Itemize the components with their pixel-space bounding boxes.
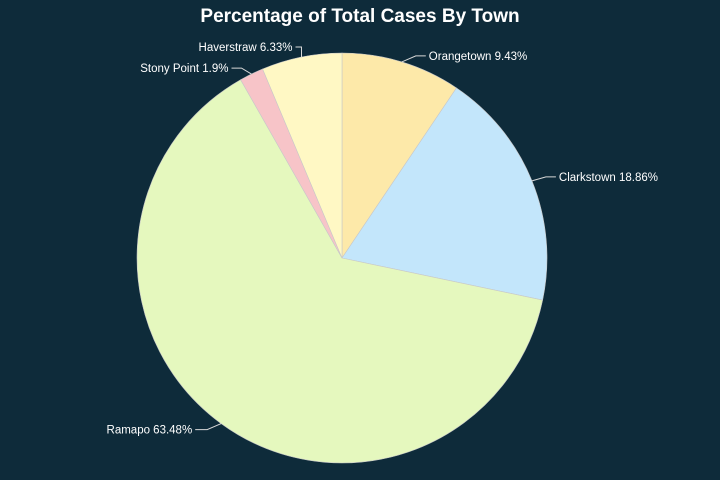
slice-label-stony-point: Stony Point 1.9% <box>140 63 228 75</box>
slice-label-orangetown: Orangetown 9.43% <box>429 51 527 63</box>
pie-slice-ramapo <box>136 79 543 464</box>
chart-title: Percentage of Total Cases By Town <box>200 6 520 27</box>
leader-line-haverstraw <box>295 46 302 57</box>
leader-line-orangetown <box>401 55 426 63</box>
pie-slice-clarkstown <box>341 87 548 301</box>
slice-label-ramapo: Ramapo 63.48% <box>107 425 193 437</box>
leader-line-stony-point <box>231 67 252 75</box>
pie-slice-haverstraw <box>262 52 343 259</box>
leader-line-ramapo <box>195 423 222 431</box>
leader-line-clarkstown <box>531 176 556 182</box>
slice-label-haverstraw: Haverstraw 6.33% <box>199 42 293 54</box>
slice-label-clarkstown: Clarkstown 18.86% <box>559 172 658 184</box>
pie-slice-orangetown <box>341 52 457 259</box>
